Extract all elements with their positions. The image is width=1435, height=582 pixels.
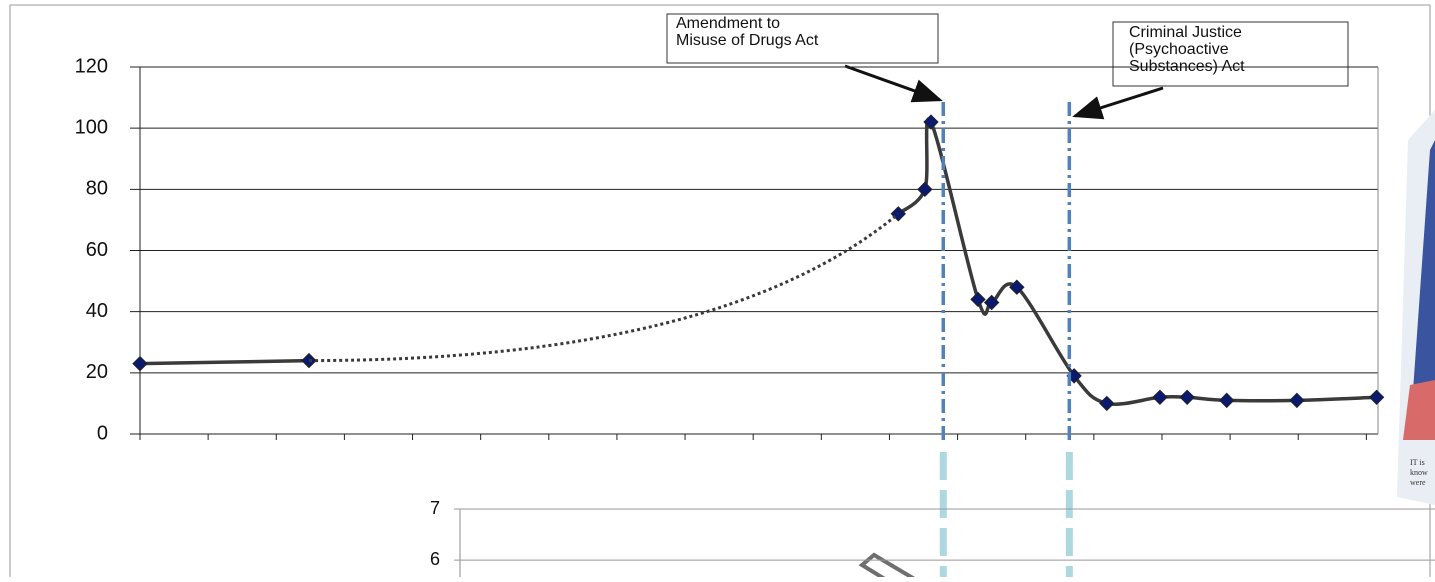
annotation-box [666,13,939,64]
data-marker [1289,392,1305,409]
data-marker [1009,279,1025,295]
data-marker [983,294,1000,311]
chart-frame [9,4,1431,582]
data-marker [1152,389,1168,406]
y-tick-label: 7 [430,498,440,518]
data-marker [1218,392,1235,409]
data-marker [1099,395,1115,412]
y-tick-label: 0 [97,422,108,444]
annotation-text: Substances) Act [1129,58,1245,75]
data-marker [1368,389,1385,406]
data-marker [970,291,986,308]
data-line [308,212,900,363]
arrow-shape [858,552,924,582]
data-marker [1179,389,1195,406]
annotation-arrow [844,64,943,103]
annotation-text: (Psychoactive [1129,41,1229,58]
clipping [1397,110,1435,505]
annotation-box [1112,21,1349,87]
y-tick-label: 120 [75,55,108,77]
clipping-text: IT is [1410,458,1425,467]
data-marker [917,181,933,198]
y-tick-label: 40 [86,300,108,322]
data-marker [923,114,939,130]
clipping-photo [1412,140,1435,405]
y-tick-label: 100 [75,116,108,138]
data-marker [132,355,148,372]
annotation-arrow [1072,86,1164,120]
y-tick-label: 80 [86,178,108,200]
annotation-text: Misuse of Drugs Act [676,32,819,49]
clipping-text: were [1410,478,1426,487]
annotation-text: Amendment to [676,15,780,32]
data-line [139,358,309,366]
clipping-text: know [1410,468,1428,477]
data-line [897,117,1377,406]
y-tick-label: 6 [430,549,440,569]
y-tick-label: 60 [86,239,108,261]
annotation-text: Criminal Justice [1129,24,1242,41]
y-tick-label: 20 [86,361,108,383]
clipping-stripe [1403,380,1435,440]
